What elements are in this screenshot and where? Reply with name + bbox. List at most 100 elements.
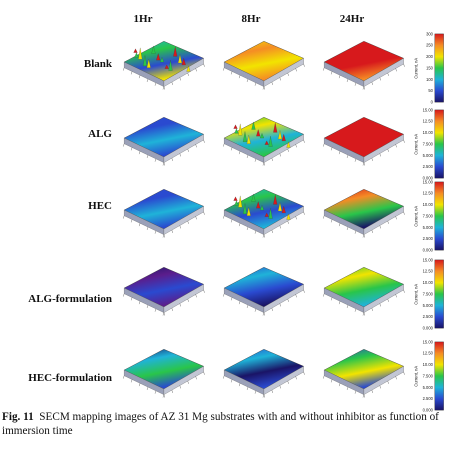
- axis-tick: [363, 312, 366, 316]
- axis-tick: [303, 371, 305, 375]
- secm-surface-hec-formulation-8hr: [223, 349, 305, 398]
- colorbar-alg-formulation: 15.00 12.50 10.00 7.500 5.000 2.500 0.000 Curre…: [413, 257, 444, 331]
- axis-tick: [238, 383, 241, 387]
- secm-surface-blank-1hr: [123, 41, 205, 90]
- axis-tick: [338, 223, 341, 227]
- axis-tick: [154, 158, 157, 162]
- axis-tick: [387, 148, 389, 152]
- axis-tick: [230, 71, 233, 75]
- axis-tick: [262, 394, 265, 398]
- axis-tick: [387, 298, 389, 302]
- axis-tick: [162, 312, 165, 316]
- axis-tick: [330, 219, 333, 223]
- colorbar-tick-label: 5.000: [423, 385, 434, 390]
- surface-plate: [123, 189, 205, 230]
- colorbar-tick-label: 0: [431, 100, 434, 105]
- colorbar-tick-label: 12.50: [423, 119, 434, 124]
- colorbar-tick-label: 15.00: [423, 179, 434, 184]
- axis-tick: [146, 227, 149, 230]
- surface-plate: [223, 117, 305, 158]
- surface-spike: [277, 130, 282, 140]
- secm-surface-alg-formulation-1hr: [123, 267, 205, 316]
- axis-tick: [163, 312, 166, 316]
- colorbar-tick-label: 10.00: [423, 202, 434, 207]
- axis-tick: [403, 371, 405, 375]
- axis-tick: [303, 211, 305, 215]
- surface-plate: [223, 267, 305, 308]
- axis-tick: [246, 79, 249, 82]
- axis-tick: [238, 223, 241, 227]
- axis-tick: [362, 162, 365, 166]
- axis-tick: [403, 63, 405, 67]
- secm-surface-alg-formulation-24hr: [323, 267, 405, 316]
- colorbar-tick-label: 100: [426, 77, 434, 82]
- axis-tick: [163, 394, 166, 398]
- axis-tick: [179, 303, 181, 307]
- colorbar-tick-label: 0.000: [423, 408, 434, 413]
- axis-tick: [287, 220, 289, 224]
- axis-tick: [254, 308, 257, 312]
- axis-tick: [395, 68, 397, 72]
- colorbar-tick-label: 200: [426, 54, 434, 59]
- axis-tick: [230, 147, 233, 151]
- axis-tick: [138, 301, 141, 305]
- axis-tick: [338, 301, 341, 305]
- axis-tick: [295, 376, 297, 380]
- axis-tick: [130, 297, 133, 301]
- axis-tick: [238, 75, 241, 79]
- surface-spike: [156, 53, 161, 61]
- axis-tick: [371, 390, 373, 394]
- surface-plate: [323, 41, 405, 82]
- axis-tick: [303, 63, 305, 67]
- axis-tick: [163, 234, 166, 238]
- axis-tick: [362, 394, 365, 398]
- axis-tick: [338, 75, 341, 79]
- axis-tick: [230, 219, 233, 223]
- colorbar-tick-label: 15.00: [423, 339, 434, 344]
- axis-tick: [187, 298, 189, 302]
- figure-caption-text: SECM mapping images of AZ 31 Mg substrat…: [2, 411, 439, 437]
- axis-tick: [130, 71, 133, 75]
- surface-spike: [242, 131, 247, 142]
- surface-spike: [256, 201, 261, 209]
- axis-tick: [346, 387, 349, 390]
- surface-spike: [173, 46, 178, 57]
- axis-tick: [246, 387, 249, 390]
- axis-tick: [303, 139, 305, 143]
- surface-spike: [264, 212, 269, 217]
- surface-spike: [246, 207, 251, 216]
- axis-tick: [279, 303, 281, 307]
- axis-tick: [362, 312, 365, 316]
- axis-tick: [323, 143, 325, 147]
- colorbar-tick-label: 15.00: [423, 257, 434, 262]
- axis-tick: [303, 289, 305, 293]
- axis-tick: [271, 158, 273, 162]
- axis-tick: [262, 162, 265, 166]
- colorbar-tick-label: 7.500: [423, 213, 434, 218]
- axis-tick: [403, 211, 405, 215]
- surface-spike: [238, 195, 243, 208]
- row-label-blank: Blank: [83, 58, 112, 70]
- colorbar-hec-formulation: 15.00 12.50 10.00 7.500 5.000 2.500 0.000 Curre…: [413, 339, 444, 413]
- axis-tick: [295, 144, 297, 148]
- surface-spike: [273, 122, 278, 133]
- axis-tick: [146, 155, 149, 158]
- axis-tick: [346, 227, 349, 230]
- axis-tick: [279, 385, 281, 389]
- axis-tick: [123, 375, 125, 379]
- colorbar-gradient: [434, 181, 444, 251]
- colorbar-tick-label: 2.500: [423, 396, 434, 401]
- axis-tick: [130, 147, 133, 151]
- axis-tick: [323, 375, 325, 379]
- axis-tick: [287, 148, 289, 152]
- colorbar-tick-label: 2.500: [423, 164, 434, 169]
- colorbar-tick-label: 0.000: [423, 248, 434, 253]
- axis-tick: [395, 376, 397, 380]
- axis-tick: [403, 139, 405, 143]
- axis-tick: [371, 308, 373, 312]
- axis-tick: [195, 294, 197, 298]
- axis-tick: [379, 77, 381, 81]
- axis-tick: [203, 371, 205, 375]
- surface-spike: [281, 205, 286, 213]
- axis-tick: [171, 230, 173, 234]
